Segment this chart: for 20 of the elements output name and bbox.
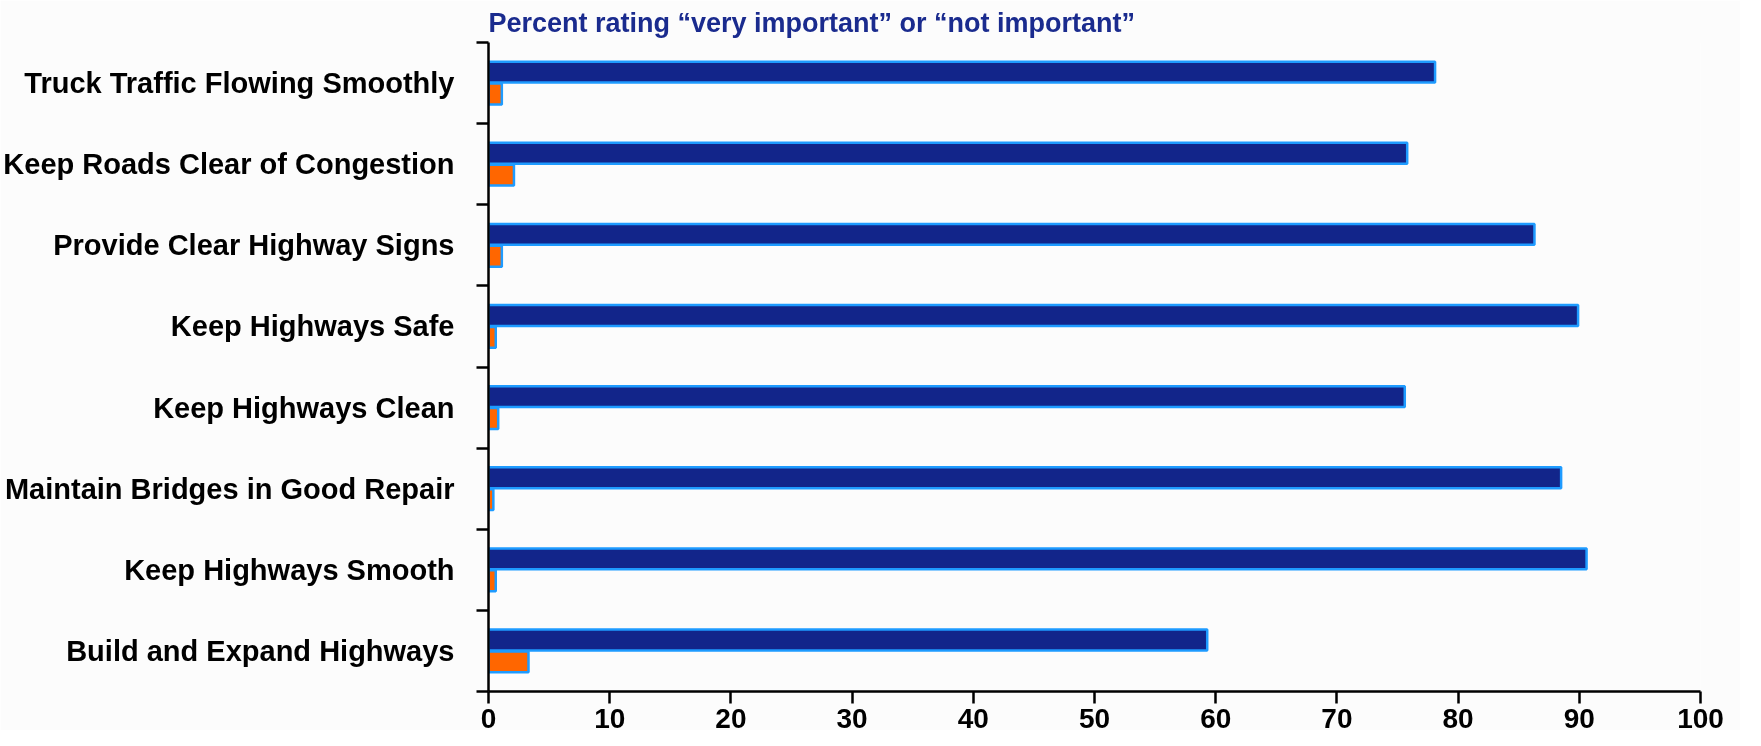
x-tick-label: 20: [715, 702, 747, 734]
x-tick-label: 80: [1442, 702, 1474, 734]
y-tick-label: Keep Roads Clear of Congestion: [3, 148, 455, 181]
x-tick-label: 100: [1677, 702, 1724, 734]
x-tick-label: 60: [1200, 702, 1232, 734]
x-tick-label: 40: [957, 702, 989, 734]
y-tick-label: Keep Highways Safe: [170, 310, 455, 343]
y-tick-label: Provide Clear Highway Signs: [53, 229, 455, 262]
y-tick-label: Build and Expand Highways: [66, 634, 455, 667]
x-tick-label: 70: [1321, 702, 1353, 734]
x-tick-label: 10: [594, 702, 626, 734]
x-tick-label: 50: [1078, 702, 1111, 734]
y-tick-label: Truck Traffic Flowing Smoothly: [24, 67, 455, 100]
y-tick-label: Maintain Bridges in Good Repair: [4, 472, 455, 505]
x-tick-label: 30: [836, 702, 868, 734]
x-tick-label: 0: [480, 702, 497, 734]
x-tick-label: 90: [1563, 702, 1595, 734]
chart-title: Percent rating “very important” or “not important”: [488, 7, 1136, 38]
y-tick-label: Keep Highways Smooth: [124, 553, 455, 586]
y-tick-label: Keep Highways Clean: [153, 391, 455, 424]
